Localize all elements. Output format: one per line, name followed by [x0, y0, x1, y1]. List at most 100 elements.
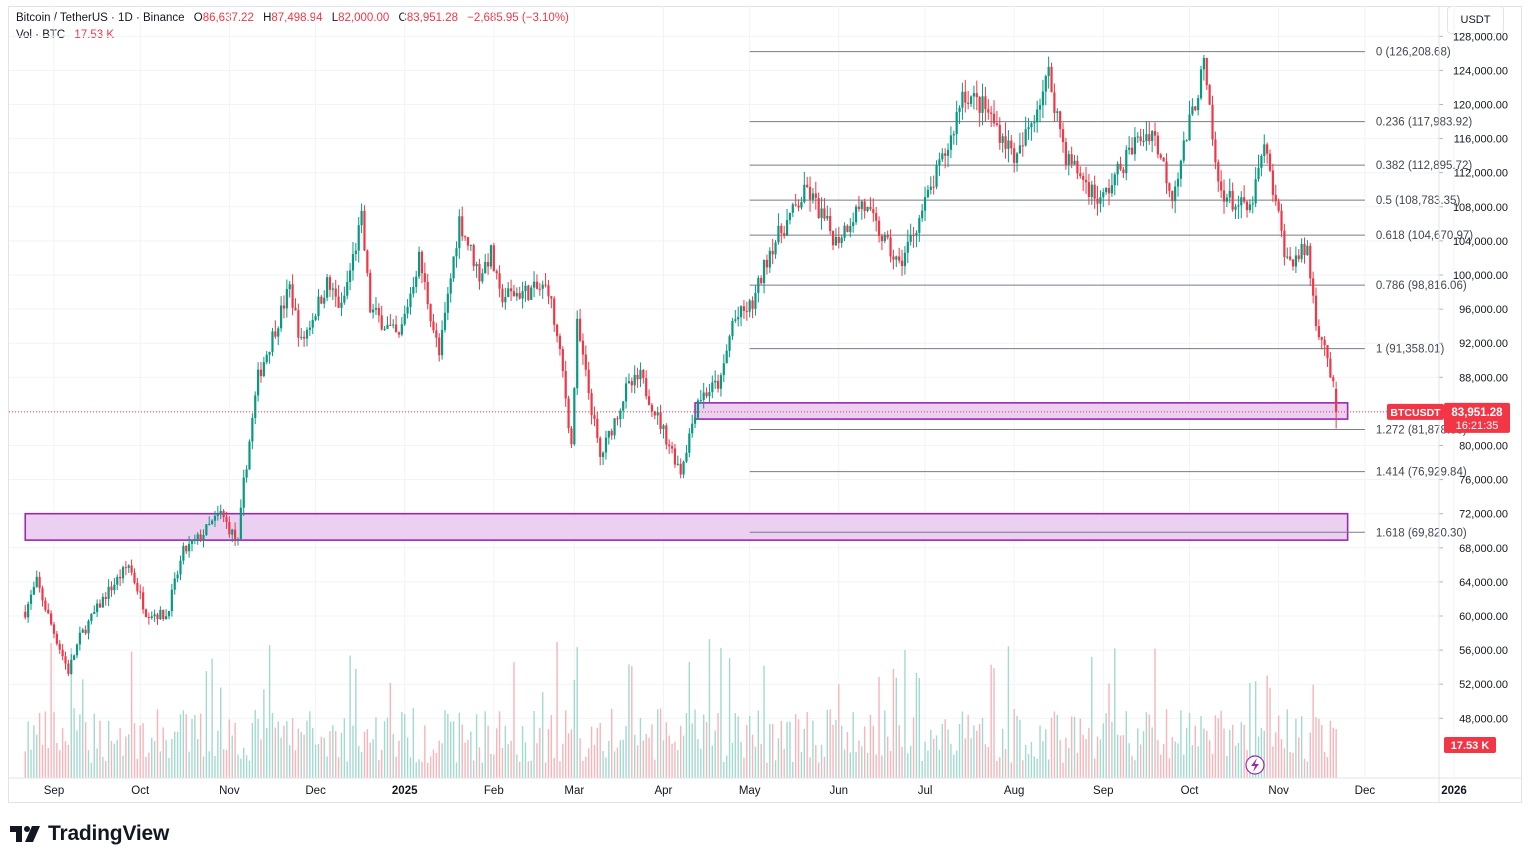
candle-body: [711, 382, 714, 392]
candle-body: [136, 582, 139, 592]
candle-body: [665, 425, 668, 445]
volume-bar: [84, 722, 87, 778]
volume-bar: [728, 658, 731, 778]
volume-bar: [1165, 709, 1168, 778]
candle-body: [906, 241, 909, 253]
candle-body: [806, 184, 809, 187]
grid-lines: [9, 6, 1455, 778]
candle-body: [808, 186, 812, 200]
candle-body: [849, 226, 852, 232]
candle-body: [196, 534, 199, 540]
volume-bar: [573, 679, 576, 778]
candle-body: [285, 289, 288, 309]
volume-bar: [1139, 744, 1142, 778]
volume-bar: [734, 712, 737, 778]
x-tick-label: Nov: [1268, 785, 1289, 797]
candle-body: [170, 589, 173, 612]
candle-body: [455, 248, 458, 257]
volume-bars: [24, 639, 1337, 778]
volume-bar: [205, 671, 208, 778]
volume-bar: [432, 749, 435, 778]
volume-bar: [1045, 729, 1047, 778]
candle-body: [409, 293, 412, 308]
volume-bar: [194, 715, 196, 778]
candle-body: [696, 400, 700, 418]
candle-body: [1133, 137, 1137, 155]
volume-bar: [1096, 736, 1099, 778]
candle-body: [429, 304, 432, 322]
volume-bar: [700, 748, 702, 778]
volume-bar: [743, 757, 745, 778]
candle-body: [1222, 190, 1226, 202]
candle-body: [426, 281, 429, 305]
candle-body: [1053, 92, 1056, 113]
lightning-icon[interactable]: [1245, 755, 1265, 775]
candle-body: [685, 452, 688, 462]
currency-button[interactable]: USDT: [1447, 6, 1504, 34]
price-chart[interactable]: 0 (126,208.68) 0.236 (117,983.92) 0.382 (1…: [0, 0, 1532, 810]
candle-body: [708, 391, 711, 397]
candle-body: [403, 313, 406, 325]
candle-body: [271, 331, 274, 352]
volume-bar: [717, 713, 719, 778]
candle-body: [645, 378, 648, 397]
candle-body: [1320, 337, 1323, 340]
volume-bar: [855, 751, 857, 778]
volume-bar: [1042, 741, 1044, 778]
volume-bar: [984, 744, 987, 778]
candle-body: [981, 96, 984, 113]
candle-body: [185, 545, 188, 552]
volume-bar: [70, 647, 72, 778]
volume-bar: [1142, 731, 1145, 778]
candle-body: [742, 306, 746, 311]
volume-bar: [202, 756, 205, 778]
volume-bar: [317, 743, 320, 778]
candle-body: [811, 193, 815, 200]
volume-row: Vol · BTC 17.53 K: [16, 27, 569, 44]
candle-body: [898, 256, 901, 261]
candle-body: [357, 225, 360, 251]
volume-bar: [1068, 747, 1070, 778]
candle-body: [300, 336, 303, 338]
volume-label[interactable]: Vol · BTC: [16, 29, 66, 41]
volume-bar: [1050, 717, 1053, 778]
candle-body: [303, 336, 306, 339]
volume-bar: [679, 725, 682, 778]
volume-bar: [1335, 729, 1337, 778]
candle-body: [1251, 203, 1254, 205]
fib-level-label: 1.618 (69,820.30): [1376, 527, 1467, 539]
tradingview-logo[interactable]: TradingView: [10, 822, 169, 846]
volume-bar: [1157, 740, 1159, 778]
volume-bar: [128, 734, 130, 778]
candle-body: [179, 560, 182, 575]
volume-bar: [1280, 739, 1283, 778]
candle-body: [682, 461, 685, 475]
candle-body: [144, 609, 148, 617]
candle-body: [883, 234, 886, 242]
volume-bar: [47, 747, 49, 778]
candle-body: [880, 236, 884, 242]
candle-body: [567, 398, 570, 429]
candle-body: [446, 293, 449, 313]
volume-bar: [688, 661, 691, 778]
volume-bar: [1171, 737, 1173, 778]
candle-body: [886, 234, 889, 238]
volume-bar: [136, 758, 139, 778]
candle-body: [647, 396, 651, 405]
volume-bar: [1174, 741, 1176, 778]
symbol-title[interactable]: Bitcoin / TetherUS · 1D · Binance: [16, 12, 185, 24]
candle-body: [225, 517, 228, 523]
candle-body: [1142, 140, 1145, 142]
volume-bar: [944, 719, 946, 778]
y-tick-label: 52,000.00: [1459, 679, 1508, 691]
y-tick-label: 116,000.00: [1454, 134, 1508, 146]
candle-body: [334, 288, 337, 297]
candle-body: [581, 340, 585, 355]
volume-bar: [1099, 739, 1102, 778]
candle-body: [461, 216, 464, 237]
candle-body: [199, 534, 202, 541]
volume-bar: [266, 727, 268, 778]
candle-body: [1110, 185, 1114, 194]
candle-body: [558, 336, 562, 350]
volume-bar: [1056, 714, 1058, 778]
